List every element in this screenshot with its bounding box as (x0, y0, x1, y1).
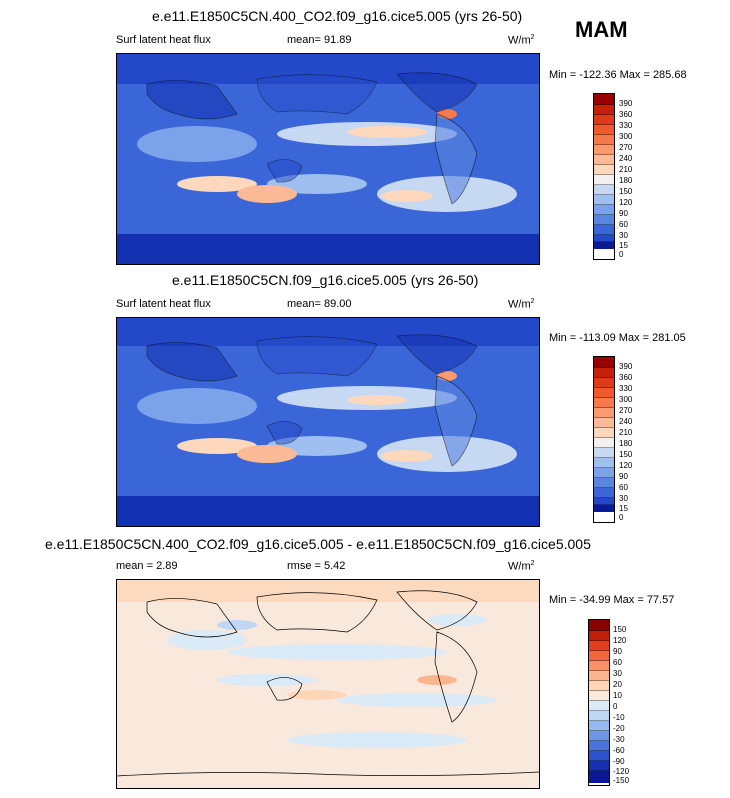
cbar-tick-label: 120 (619, 461, 633, 470)
panel3-units-text: W/m (508, 560, 531, 573)
panel2-units: W/m2 (508, 298, 535, 311)
panel2-units-sup: 2 (530, 298, 535, 305)
panel3-rmse: rmse = 5.42 (287, 560, 345, 572)
cbar-tick-label: 240 (619, 417, 633, 426)
panel1-variable: Surf latent heat flux (116, 34, 211, 46)
panel2-map (116, 317, 540, 527)
panel2-mean-label: mean= (287, 298, 321, 310)
panel2-variable: Surf latent heat flux (116, 298, 211, 310)
cbar-tick-label: 210 (619, 165, 633, 174)
panel2-title: e.e11.E1850C5CN.f09_g16.cice5.005 (yrs 2… (172, 272, 479, 288)
cbar-tick-label: 180 (619, 176, 633, 185)
cbar-tick-label: 20 (613, 680, 622, 689)
cbar-tick-label: 390 (619, 99, 633, 108)
cbar-tick-label: -90 (613, 757, 625, 766)
cbar-tick-label: 330 (619, 121, 633, 130)
panel1-mean-value: 91.89 (324, 34, 352, 46)
panel2-mean: mean= 89.00 (287, 298, 352, 310)
panel3-mean-label: mean = (116, 560, 153, 572)
cbar-tick-label: -10 (613, 713, 625, 722)
cbar-tick-label: -30 (613, 735, 625, 744)
panel3-rmse-label: rmse = (287, 560, 321, 572)
cbar-tick-label: 360 (619, 110, 633, 119)
panel3-mean-value: 2.89 (156, 560, 178, 572)
panel1-mean: mean= 91.89 (287, 34, 352, 46)
panel3-minmax: Min = -34.99 Max = 77.57 (549, 594, 675, 606)
cbar-tick-label: 270 (619, 406, 633, 415)
cbar-tick-label: 90 (613, 647, 622, 656)
panel1-units-text: W/m (508, 34, 531, 47)
panel1-title: e.e11.E1850C5CN.400_CO2.f09_g16.cice5.00… (152, 8, 523, 24)
cbar-tick-label: 300 (619, 132, 633, 141)
panel3-mean: mean = 2.89 (116, 560, 177, 572)
panel1-units: W/m2 (508, 34, 535, 47)
panel3-units: W/m2 (508, 560, 535, 573)
cbar-tick-label: -120 (613, 767, 630, 776)
cbar-tick-label: 15 (619, 504, 628, 513)
cbar-tick-label: 15 (619, 241, 628, 250)
cbar-tick-label: 360 (619, 373, 633, 382)
panel1-units-sup: 2 (530, 34, 535, 41)
panel3-rmse-value: 5.42 (324, 560, 346, 572)
cbar-tick-label: 150 (619, 187, 633, 196)
cbar-tick-label: 30 (613, 669, 622, 678)
panel1-colorbar (593, 93, 615, 260)
cbar-tick-label: 0 (619, 250, 624, 259)
cbar-tick-label: 180 (619, 439, 633, 448)
cbar-tick-label: 30 (619, 494, 628, 503)
cbar-tick-label: 90 (619, 472, 628, 481)
cbar-tick-label: -60 (613, 746, 625, 755)
cbar-tick-label: 60 (613, 658, 622, 667)
panel2-colorbar (593, 356, 615, 523)
panel2-mean-value: 89.00 (324, 298, 352, 310)
cbar-tick-label: 150 (613, 625, 627, 634)
cbar-tick-label: 270 (619, 143, 633, 152)
panel2-units-text: W/m (508, 298, 531, 311)
cbar-tick-label: 0 (613, 702, 618, 711)
cbar-tick-label: 390 (619, 362, 633, 371)
panel3-units-sup: 2 (530, 560, 535, 567)
panel3-colorbar (588, 619, 610, 786)
cbar-tick-label: 120 (619, 198, 633, 207)
cbar-tick-label: 90 (619, 209, 628, 218)
cbar-tick-label: 240 (619, 154, 633, 163)
cbar-tick-label: 120 (613, 636, 627, 645)
panel3-title: e.e11.E1850C5CN.400_CO2.f09_g16.cice5.00… (45, 536, 591, 552)
season-label: MAM (575, 17, 628, 42)
cbar-tick-label: 30 (619, 231, 628, 240)
cbar-tick-label: 330 (619, 384, 633, 393)
cbar-tick-label: 210 (619, 428, 633, 437)
panel3-map (116, 579, 540, 789)
cbar-tick-label: 60 (619, 220, 628, 229)
cbar-tick-label: 150 (619, 450, 633, 459)
cbar-tick-label: -20 (613, 724, 625, 733)
cbar-tick-label: 300 (619, 395, 633, 404)
panel2-minmax: Min = -113.09 Max = 281.05 (549, 332, 686, 344)
panel1-map (116, 53, 540, 265)
cbar-tick-label: -150 (613, 776, 630, 785)
cbar-tick-label: 10 (613, 691, 622, 700)
cbar-tick-label: 0 (619, 513, 624, 522)
panel1-mean-label: mean= (287, 34, 321, 46)
cbar-tick-label: 60 (619, 483, 628, 492)
panel1-minmax: Min = -122.36 Max = 285.68 (549, 69, 687, 81)
